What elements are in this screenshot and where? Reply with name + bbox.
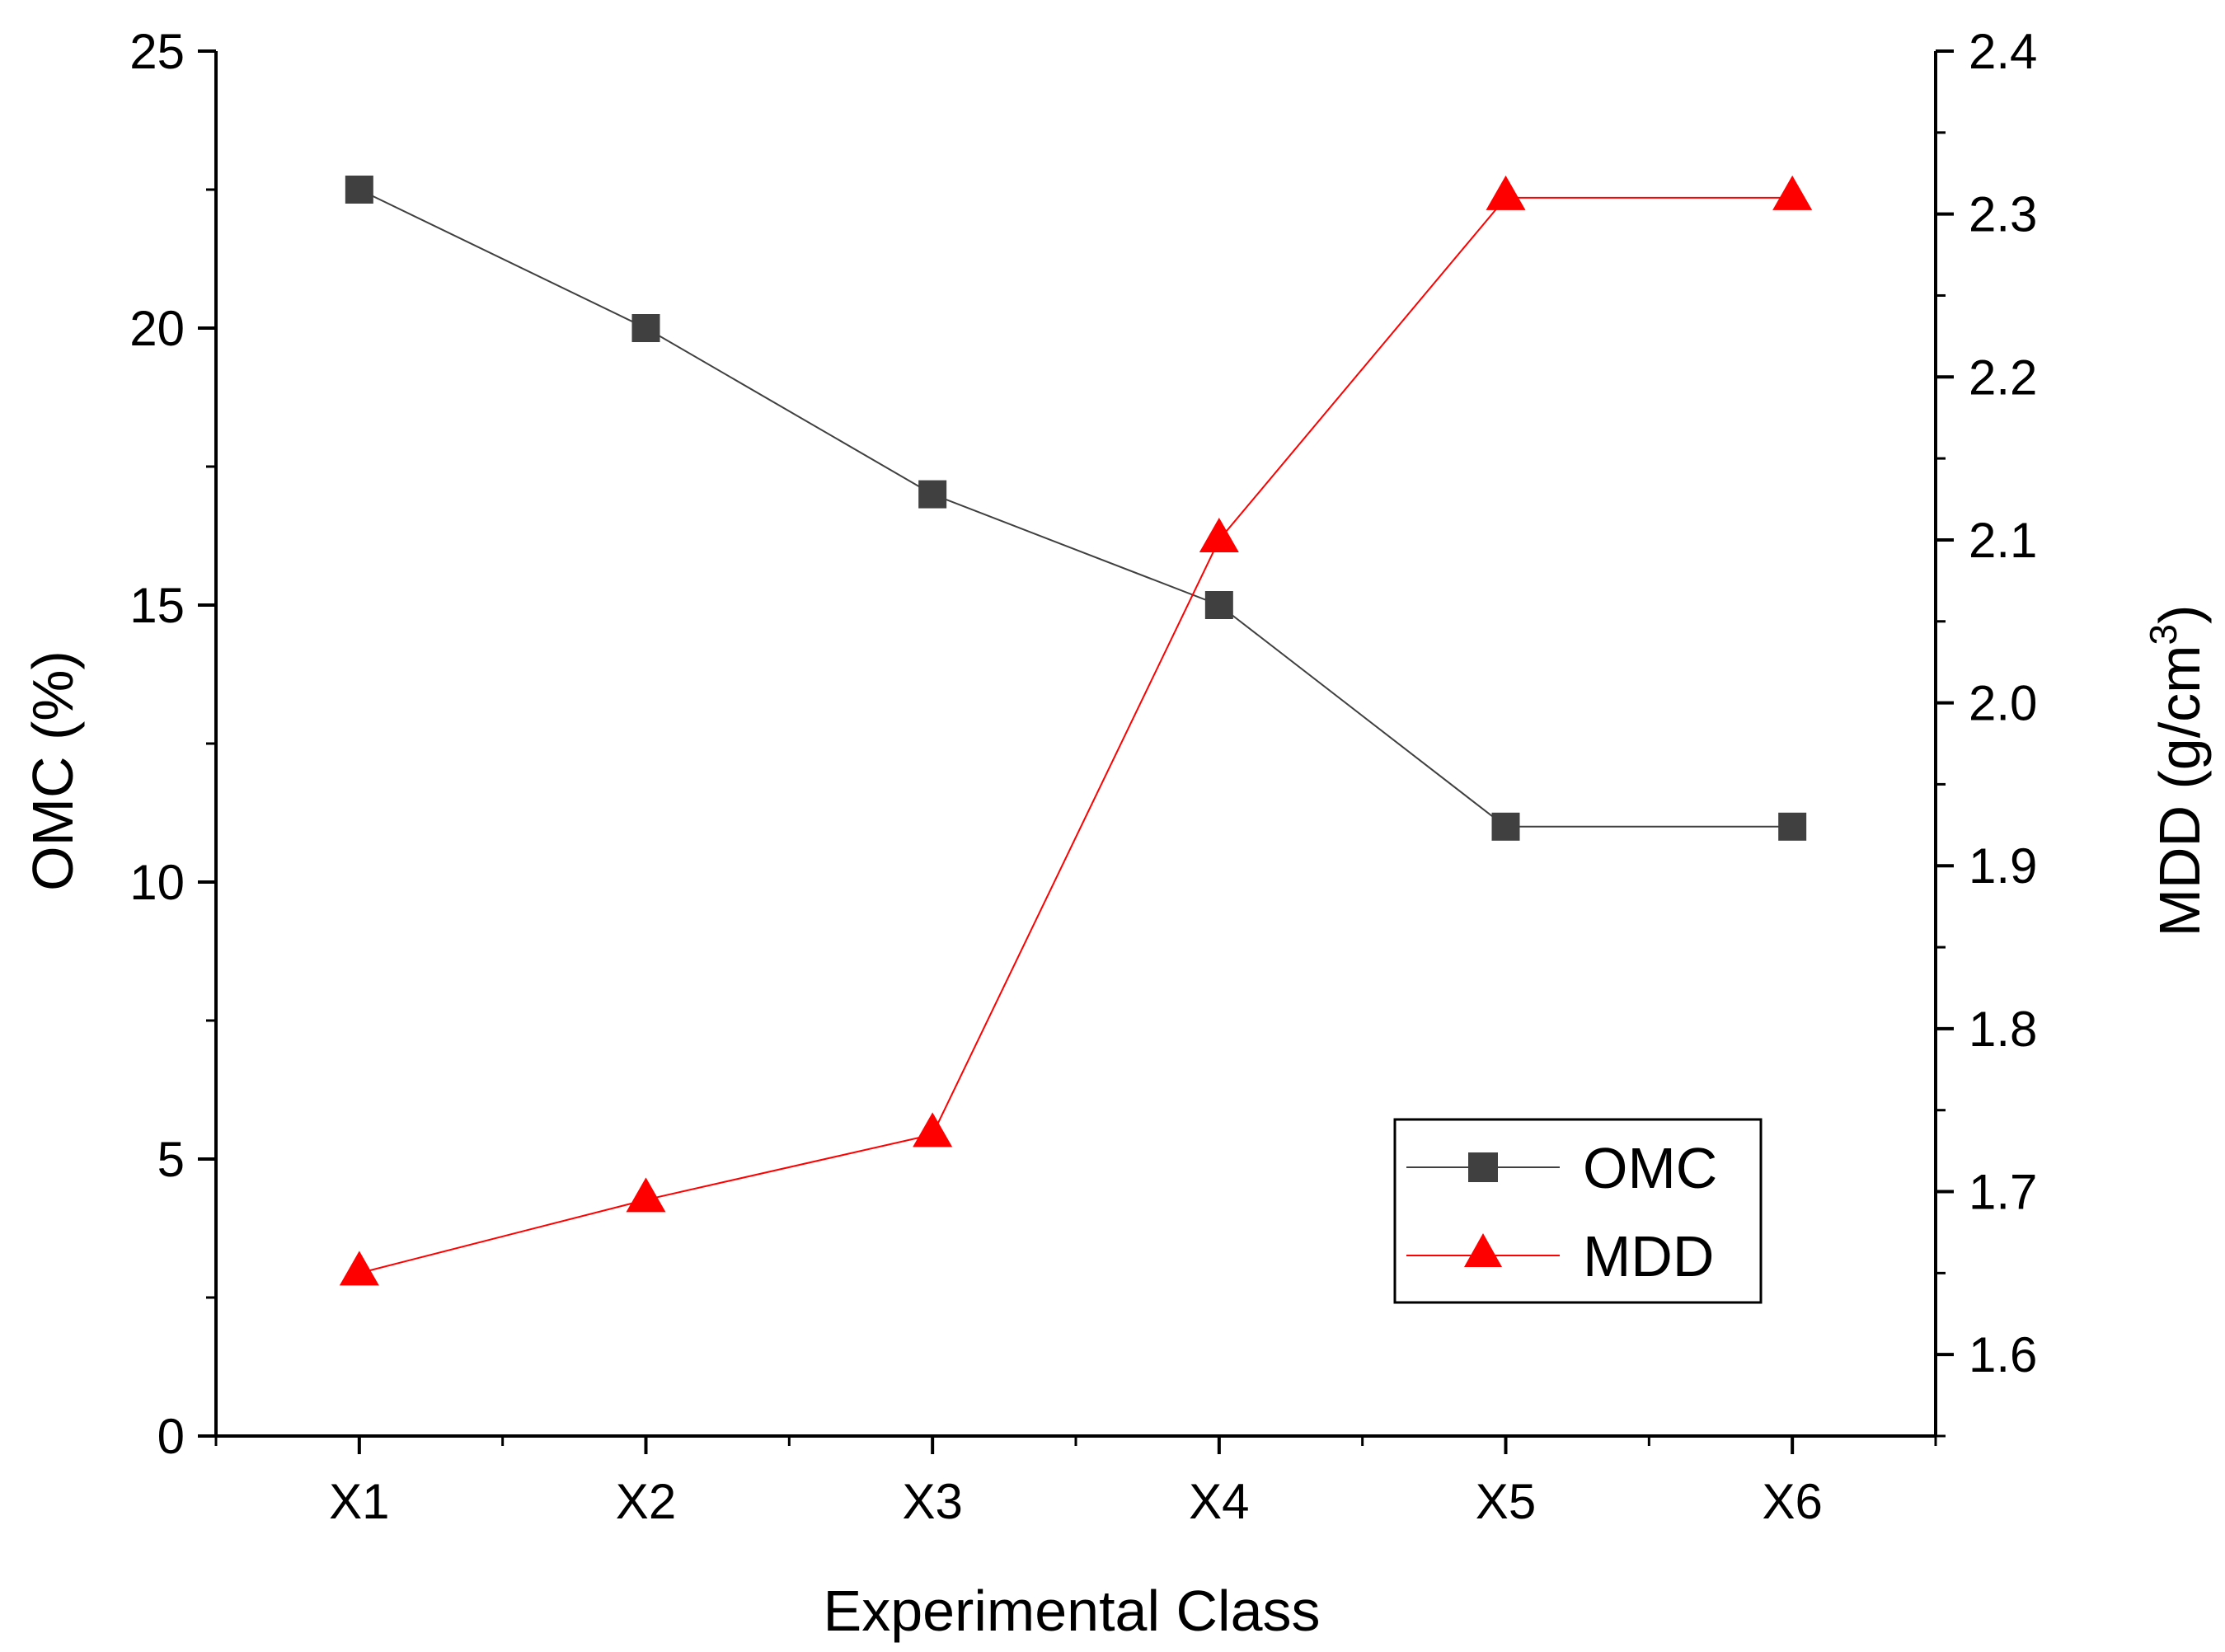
legend-omc-label: OMC — [1583, 1136, 1717, 1200]
legend-box — [1393, 1118, 1763, 1304]
x-tick-label: X1 — [329, 1474, 389, 1529]
legend: OMC MDD — [1393, 1118, 1763, 1304]
series-mdd-point — [626, 1177, 666, 1213]
legend-mdd-label: MDD — [1583, 1224, 1714, 1288]
legend-omc-marker — [1468, 1152, 1498, 1182]
x-tick-label: X3 — [902, 1474, 962, 1529]
x-tick-label: X5 — [1476, 1474, 1536, 1529]
series-omc-point — [1491, 812, 1520, 841]
series-mdd-point — [913, 1112, 953, 1147]
y-axis-right-title-superscript: 3 — [2142, 624, 2185, 645]
y-left-tick-label: 25 — [129, 24, 185, 79]
y-right-tick-label: 2.4 — [1969, 24, 2037, 79]
y-left-tick-label: 10 — [129, 855, 185, 910]
series-mdd-line — [359, 196, 1793, 1274]
y-right-tick-label: 1.9 — [1969, 838, 2037, 894]
series-omc-point — [1778, 812, 1807, 841]
ticks — [198, 49, 1954, 1454]
y-left-tick-label: 0 — [157, 1409, 185, 1464]
series-omc-line — [359, 189, 1793, 828]
y-axis-right-title: MDD (g/cm3) — [2142, 605, 2212, 937]
y-right-tick-label: 1.8 — [1969, 1002, 2037, 1057]
y-left-tick-label: 15 — [129, 578, 185, 633]
tick-labels: 0 5 10 15 20 25 1.6 1.7 1.8 1.9 2.0 2.1 2.2 2.3 2.4 X1 X… — [129, 24, 2037, 1529]
series-omc-point — [631, 314, 660, 342]
x-tick-label: X6 — [1762, 1474, 1822, 1529]
series-mdd-point — [1486, 175, 1526, 210]
y-left-tick-label: 20 — [129, 301, 185, 356]
y-right-tick-label: 2.3 — [1969, 187, 2037, 242]
y-right-tick-label: 1.7 — [1969, 1165, 2037, 1220]
legend-mdd-marker — [1464, 1233, 1502, 1267]
y-right-tick-label: 2.1 — [1969, 513, 2037, 568]
series — [339, 175, 1813, 1286]
series-omc-point — [918, 480, 947, 509]
y-axis-right-title-main: MDD (g/cm — [2148, 645, 2212, 937]
series-omc-point — [1204, 591, 1233, 619]
x-axis-title: Experimental Class — [824, 1579, 1321, 1643]
series-mdd-point — [1772, 175, 1813, 210]
x-tick-label: X4 — [1189, 1474, 1249, 1529]
y-right-tick-label: 2.2 — [1969, 350, 2037, 405]
y-axis-right-title-close: ) — [2148, 605, 2212, 624]
y-axis-left-title: OMC (%) — [21, 650, 85, 891]
series-mdd-point — [1199, 517, 1239, 552]
y-right-tick-label: 1.6 — [1969, 1327, 2037, 1382]
x-tick-label: X2 — [616, 1474, 676, 1529]
y-right-tick-label: 2.0 — [1969, 676, 2037, 731]
series-omc-point — [345, 176, 373, 204]
y-left-tick-label: 5 — [157, 1132, 185, 1187]
series-mdd-point — [339, 1251, 379, 1286]
